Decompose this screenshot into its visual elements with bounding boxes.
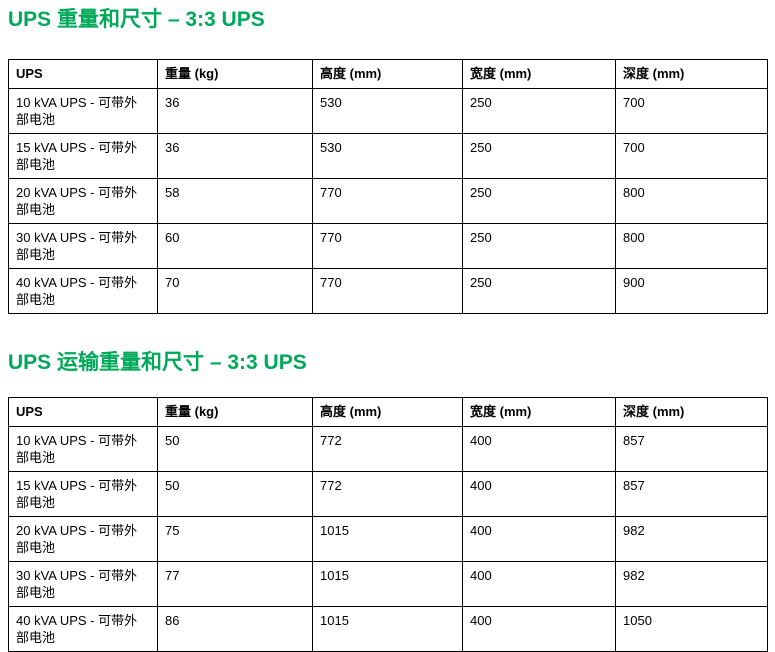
ups-model-cell: 40 kVA UPS - 可带外部电池 <box>8 606 158 652</box>
depth-mm-cell: 982 <box>615 516 768 562</box>
ups-model-cell: 10 kVA UPS - 可带外部电池 <box>8 426 158 472</box>
height-mm-cell: 1015 <box>312 561 463 607</box>
height-mm-cell: 772 <box>312 471 463 517</box>
table-row: 40 kVA UPS - 可带外部电池 70 770 250 900 <box>8 268 768 314</box>
depth-mm-cell: 800 <box>615 223 768 269</box>
height-mm-cell: 770 <box>312 178 463 224</box>
height-mm-cell: 530 <box>312 88 463 134</box>
column-header-ups-model: UPS <box>8 397 158 427</box>
ups-model-cell: 20 kVA UPS - 可带外部电池 <box>8 516 158 562</box>
width-mm-cell: 400 <box>462 561 616 607</box>
depth-mm-cell: 900 <box>615 268 768 314</box>
width-mm-cell: 250 <box>462 178 616 224</box>
depth-mm-cell: 700 <box>615 88 768 134</box>
ups-model-cell: 30 kVA UPS - 可带外部电池 <box>8 561 158 607</box>
table-row: 30 kVA UPS - 可带外部电池 60 770 250 800 <box>8 223 768 269</box>
column-header-width-mm: 宽度 (mm) <box>462 397 616 427</box>
ups-model-cell: 20 kVA UPS - 可带外部电池 <box>8 178 158 224</box>
header-row: UPS 重量 (kg) 高度 (mm) 宽度 (mm) 深度 (mm) <box>8 397 768 427</box>
width-mm-cell: 250 <box>462 133 616 179</box>
column-header-depth-mm: 深度 (mm) <box>615 59 768 89</box>
column-header-weight-kg: 重量 (kg) <box>157 59 313 89</box>
ups-shipping-weights-dimensions-table: UPS 重量 (kg) 高度 (mm) 宽度 (mm) 深度 (mm) 10 kVA UP… <box>8 397 768 652</box>
column-header-ups-model: UPS <box>8 59 158 89</box>
height-mm-cell: 1015 <box>312 606 463 652</box>
width-mm-cell: 250 <box>462 223 616 269</box>
table-row: 10 kVA UPS - 可带外部电池 36 530 250 700 <box>8 88 768 134</box>
weight-kg-cell: 70 <box>157 268 313 314</box>
depth-mm-cell: 700 <box>615 133 768 179</box>
table-row: 40 kVA UPS - 可带外部电池 86 1015 400 1050 <box>8 606 768 652</box>
height-mm-cell: 770 <box>312 268 463 314</box>
width-mm-cell: 400 <box>462 471 616 517</box>
height-mm-cell: 770 <box>312 223 463 269</box>
weight-kg-cell: 50 <box>157 471 313 517</box>
column-header-width-mm: 宽度 (mm) <box>462 59 616 89</box>
depth-mm-cell: 800 <box>615 178 768 224</box>
table-row: 15 kVA UPS - 可带外部电池 36 530 250 700 <box>8 133 768 179</box>
column-header-weight-kg: 重量 (kg) <box>157 397 313 427</box>
ups-weights-dimensions-table: UPS 重量 (kg) 高度 (mm) 宽度 (mm) 深度 (mm) 10 kVA UP… <box>8 59 768 314</box>
depth-mm-cell: 982 <box>615 561 768 607</box>
weight-kg-cell: 77 <box>157 561 313 607</box>
section-title-weights-dimensions: UPS 重量和尺寸 – 3:3 UPS <box>8 8 265 31</box>
width-mm-cell: 400 <box>462 606 616 652</box>
header-row: UPS 重量 (kg) 高度 (mm) 宽度 (mm) 深度 (mm) <box>8 59 768 89</box>
ups-model-cell: 30 kVA UPS - 可带外部电池 <box>8 223 158 269</box>
ups-model-cell: 10 kVA UPS - 可带外部电池 <box>8 88 158 134</box>
column-header-depth-mm: 深度 (mm) <box>615 397 768 427</box>
weight-kg-cell: 60 <box>157 223 313 269</box>
weight-kg-cell: 50 <box>157 426 313 472</box>
table-row: 30 kVA UPS - 可带外部电池 77 1015 400 982 <box>8 561 768 607</box>
weight-kg-cell: 58 <box>157 178 313 224</box>
ups-model-cell: 15 kVA UPS - 可带外部电池 <box>8 133 158 179</box>
table-row: 15 kVA UPS - 可带外部电池 50 772 400 857 <box>8 471 768 517</box>
height-mm-cell: 530 <box>312 133 463 179</box>
height-mm-cell: 1015 <box>312 516 463 562</box>
depth-mm-cell: 857 <box>615 471 768 517</box>
weight-kg-cell: 86 <box>157 606 313 652</box>
column-header-height-mm: 高度 (mm) <box>312 397 463 427</box>
ups-model-cell: 40 kVA UPS - 可带外部电池 <box>8 268 158 314</box>
table-row: 20 kVA UPS - 可带外部电池 58 770 250 800 <box>8 178 768 224</box>
depth-mm-cell: 1050 <box>615 606 768 652</box>
table-row: 20 kVA UPS - 可带外部电池 75 1015 400 982 <box>8 516 768 562</box>
weight-kg-cell: 36 <box>157 88 313 134</box>
column-header-height-mm: 高度 (mm) <box>312 59 463 89</box>
section-title-shipping-weights-dimensions: UPS 运输重量和尺寸 – 3:3 UPS <box>8 351 307 374</box>
weight-kg-cell: 36 <box>157 133 313 179</box>
width-mm-cell: 400 <box>462 426 616 472</box>
width-mm-cell: 250 <box>462 268 616 314</box>
width-mm-cell: 250 <box>462 88 616 134</box>
table-row: 10 kVA UPS - 可带外部电池 50 772 400 857 <box>8 426 768 472</box>
depth-mm-cell: 857 <box>615 426 768 472</box>
width-mm-cell: 400 <box>462 516 616 562</box>
ups-model-cell: 15 kVA UPS - 可带外部电池 <box>8 471 158 517</box>
height-mm-cell: 772 <box>312 426 463 472</box>
weight-kg-cell: 75 <box>157 516 313 562</box>
